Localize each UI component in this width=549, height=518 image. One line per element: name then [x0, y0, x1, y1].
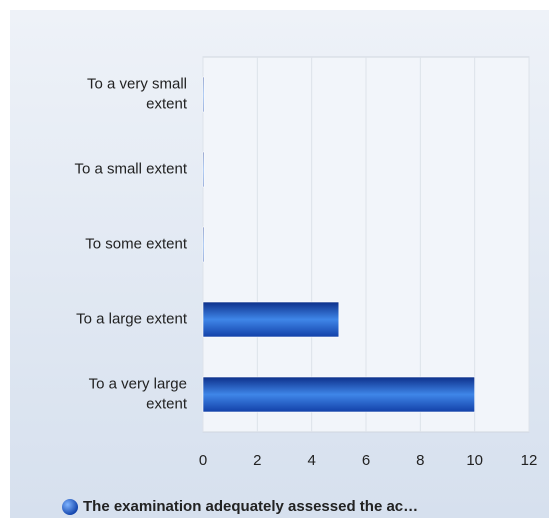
x-tick-label: 4 — [307, 452, 315, 469]
x-tick-label: 8 — [416, 452, 424, 469]
bar — [202, 226, 205, 263]
y-tick-label: To some extent — [85, 235, 188, 252]
bar — [202, 151, 205, 188]
x-tick-label: 0 — [199, 452, 207, 469]
legend-marker — [62, 499, 78, 515]
y-tick-label: To a very large extent — [89, 375, 188, 412]
y-tick-label: To a small extent — [74, 160, 187, 177]
bar — [202, 376, 475, 413]
x-tick-label: 10 — [466, 452, 483, 469]
bar — [202, 301, 340, 338]
x-tick-label: 6 — [362, 452, 370, 469]
legend-label: The examination adequately assessed the … — [83, 498, 418, 515]
bar — [202, 76, 205, 113]
x-tick-label: 2 — [253, 452, 261, 469]
y-tick-label: To a large extent — [76, 310, 188, 327]
y-tick-label: To a very small extent — [87, 75, 188, 112]
x-tick-label: 12 — [521, 452, 538, 469]
